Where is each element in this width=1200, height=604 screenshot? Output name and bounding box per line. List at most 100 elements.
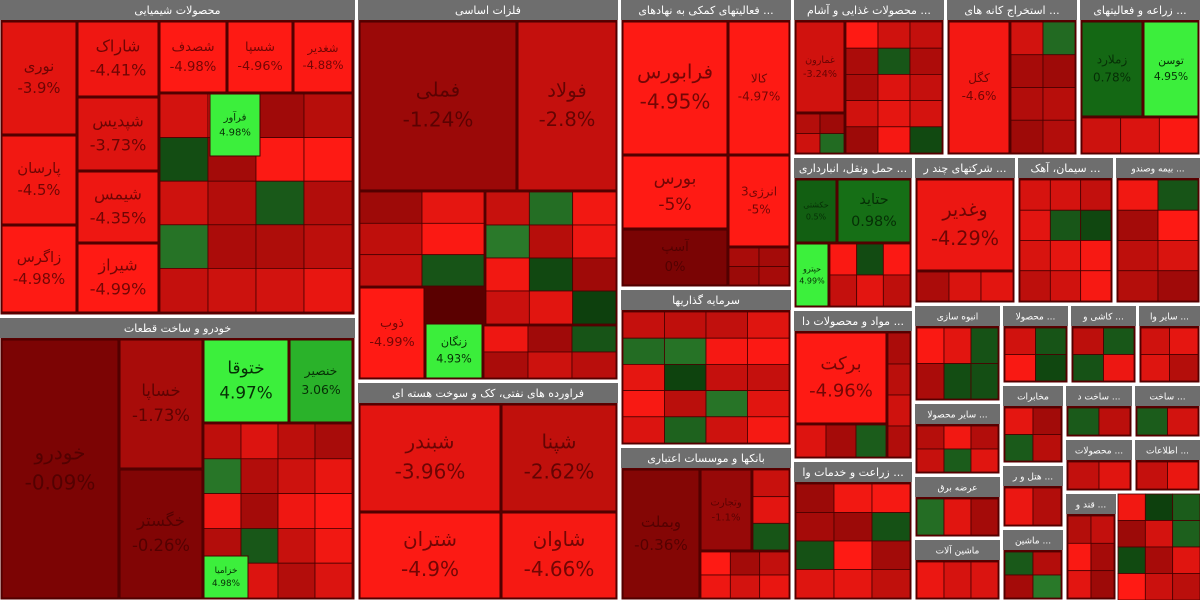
stock-tile	[728, 155, 790, 247]
group-title: ... ساخت	[1149, 393, 1185, 403]
stock-cell	[970, 448, 999, 473]
stock-cell	[825, 424, 857, 458]
stock-cell	[359, 222, 423, 256]
stock-cell	[871, 540, 911, 570]
stock-cell	[159, 137, 209, 182]
stock-cell	[303, 180, 353, 226]
stock-tile	[293, 21, 353, 93]
group-title: ... بیمه وصندو	[1130, 165, 1184, 175]
stock-cell	[314, 562, 353, 599]
stock-cell	[1080, 179, 1112, 211]
group-title: ... اطلاعات	[1146, 447, 1189, 457]
stock-tile	[289, 339, 353, 423]
stock-cell	[747, 390, 790, 418]
stock-tile	[359, 287, 425, 379]
stock-tile	[700, 469, 752, 551]
stock-cell	[1157, 270, 1199, 302]
stock-cell	[485, 257, 530, 292]
stock-cell	[1032, 407, 1062, 435]
stock-cell	[1035, 354, 1067, 382]
stock-change: -3.96%	[395, 460, 466, 484]
stock-cell	[909, 100, 943, 128]
stock-change: 0.5%	[806, 213, 827, 222]
stock-cell	[833, 569, 873, 599]
stock-cell	[1172, 546, 1200, 574]
stock-tile	[119, 339, 203, 469]
stock-cell	[752, 522, 790, 551]
stock-cell	[1049, 179, 1082, 211]
stock-cell	[882, 274, 911, 307]
stock-cell	[1072, 354, 1104, 382]
stock-name: غمارون	[805, 55, 835, 66]
stock-cell	[1004, 487, 1034, 526]
stock-cell	[916, 561, 945, 599]
stock-cell	[909, 74, 943, 102]
stock-cell	[1067, 515, 1092, 544]
stock-tile	[203, 339, 289, 423]
stock-cell	[1167, 407, 1199, 436]
group-header	[915, 404, 1000, 424]
stock-change: -0.36%	[634, 536, 688, 554]
stock-cell	[1117, 209, 1159, 241]
group-header	[1135, 386, 1200, 406]
stock-cell	[943, 425, 972, 450]
stock-change: -4.5%	[18, 182, 61, 199]
group-header	[915, 477, 1000, 497]
group-title: ... سیمان، آهک	[1030, 161, 1100, 175]
stock-cell	[1004, 574, 1034, 599]
stock-cell	[1144, 520, 1174, 548]
stock-cell	[833, 512, 873, 542]
stock-cell	[980, 271, 1014, 302]
group-header	[1135, 440, 1200, 460]
stock-tile	[622, 21, 728, 155]
group-title: ماشین آلات	[936, 545, 980, 557]
stock-cell	[943, 327, 972, 364]
stock-cell	[1035, 327, 1067, 355]
group-title: انبوه سازی	[937, 313, 979, 323]
group-header	[1003, 386, 1063, 406]
stock-cell	[314, 423, 353, 460]
stock-tile	[77, 97, 159, 171]
group-header	[1003, 306, 1068, 326]
stock-cell	[705, 311, 748, 339]
stock-cell	[277, 423, 316, 460]
stock-tile	[1143, 21, 1199, 117]
stock-cell	[829, 274, 858, 307]
stock-tile	[837, 179, 911, 243]
stock-cell	[758, 266, 790, 286]
stock-cell	[1042, 119, 1076, 154]
stock-cell	[705, 416, 748, 444]
stock-cell	[970, 425, 999, 450]
stock-cell	[1117, 546, 1146, 574]
stock-cell	[485, 224, 530, 259]
stock-tile	[501, 512, 617, 599]
group-header	[915, 158, 1015, 178]
stock-cell	[909, 21, 943, 49]
stock-cell	[700, 574, 731, 599]
stock-change: -4.99%	[369, 335, 414, 350]
stock-cell	[622, 390, 665, 418]
stock-change: -4.88%	[302, 58, 343, 72]
group-title: ... سایر محصولا	[927, 411, 987, 421]
stock-cell	[1169, 327, 1199, 355]
group-title: فلزات اساسی	[455, 4, 521, 17]
stock-cell	[916, 363, 945, 400]
stock-cell	[1103, 327, 1135, 355]
stock-change: -4.99%	[90, 280, 147, 299]
stock-cell	[1144, 573, 1174, 601]
stock-cell	[1080, 270, 1112, 302]
group-title: ... سایر وا	[1150, 313, 1189, 323]
stock-change: -4.96%	[809, 381, 873, 402]
group-header	[0, 0, 355, 20]
stock-cell	[795, 569, 835, 599]
stock-cell	[916, 271, 950, 302]
stock-cell	[255, 267, 305, 313]
stock-tile	[795, 243, 829, 307]
stock-change: -1.1%	[711, 513, 740, 524]
stock-cell	[528, 191, 574, 226]
stock-change: -0.26%	[132, 536, 190, 555]
stock-change: 4.93%	[436, 352, 472, 365]
stock-cell	[882, 243, 911, 276]
stock-cell	[752, 496, 790, 524]
